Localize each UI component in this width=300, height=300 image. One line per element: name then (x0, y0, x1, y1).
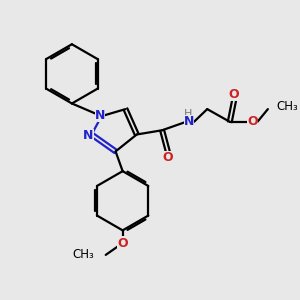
Text: O: O (117, 237, 128, 250)
Text: CH₃: CH₃ (276, 100, 298, 113)
Text: H: H (184, 109, 193, 119)
Text: N: N (184, 115, 194, 128)
Text: O: O (248, 115, 258, 128)
Text: N: N (95, 109, 105, 122)
Text: O: O (229, 88, 239, 101)
Text: O: O (163, 151, 173, 164)
Text: N: N (83, 129, 93, 142)
Text: CH₃: CH₃ (72, 248, 94, 261)
